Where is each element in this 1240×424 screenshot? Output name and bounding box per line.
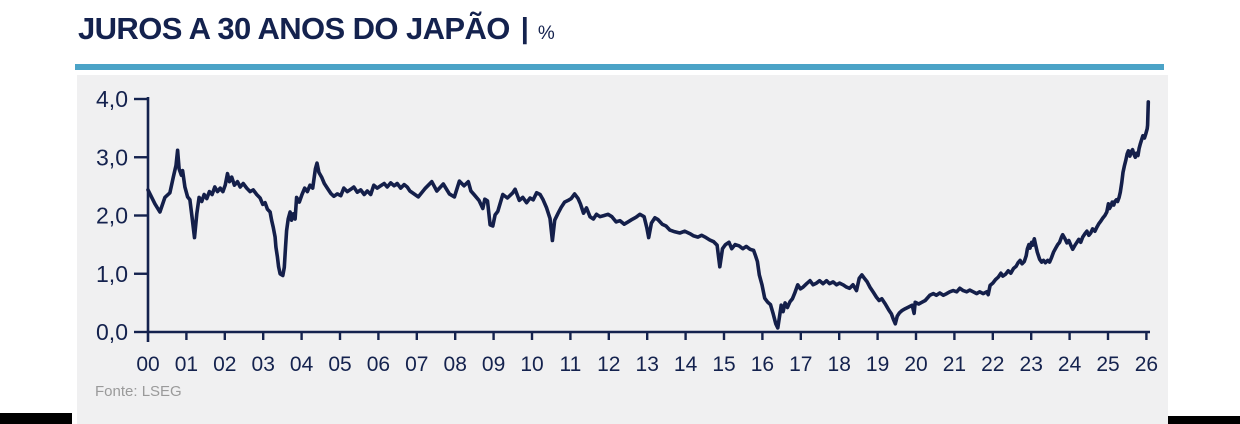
x-tick-label: 15: [712, 353, 735, 376]
x-tick-label: 01: [175, 353, 198, 376]
x-tick-label: 10: [520, 353, 543, 376]
x-tick-label: 17: [789, 353, 812, 376]
x-tick-label: 25: [1096, 353, 1119, 376]
x-tick-label: 08: [444, 353, 467, 376]
x-tick-label: 16: [751, 353, 774, 376]
title-separator: |: [520, 13, 529, 46]
x-tick-label: 14: [674, 353, 698, 376]
y-tick-label: 3,0: [96, 144, 128, 170]
page-title: JUROS A 30 ANOS DO JAPÃO: [78, 11, 510, 46]
x-tick-label: 07: [405, 353, 428, 376]
y-tick-label: 1,0: [96, 261, 128, 287]
x-tick-label: 24: [1058, 353, 1082, 376]
x-tick-label: 19: [866, 353, 889, 376]
x-tick-label: 09: [482, 353, 505, 376]
x-tick-label: 00: [136, 353, 159, 376]
chart-header: JUROS A 30 ANOS DO JAPÃO | %: [78, 10, 555, 49]
x-tick-label: 06: [367, 353, 390, 376]
x-tick-label: 22: [981, 353, 1004, 376]
y-tick-label: 0,0: [96, 319, 128, 345]
x-tick-label: 20: [904, 353, 927, 376]
source-note: Fonte: LSEG: [95, 383, 182, 400]
x-tick-label: 04: [290, 353, 314, 376]
x-tick-label: 21: [943, 353, 966, 376]
y-tick-label: 4,0: [96, 86, 128, 112]
x-tick-label: 23: [1020, 353, 1043, 376]
y-tick-label: 2,0: [96, 203, 128, 229]
x-tick-label: 02: [213, 353, 236, 376]
x-tick-label: 03: [252, 353, 275, 376]
x-tick-label: 13: [636, 353, 659, 376]
x-tick-label: 26: [1135, 353, 1158, 376]
x-tick-label: 11: [559, 353, 581, 376]
x-tick-label: 12: [597, 353, 620, 376]
title-unit-label: %: [537, 22, 555, 44]
x-tick-label: 05: [328, 353, 351, 376]
corner-accent-bottom-left: [0, 413, 72, 424]
teal-divider-rule: [75, 64, 1164, 70]
series-line-japan-30y-yield: [146, 100, 1151, 330]
chart-panel: [77, 75, 1168, 424]
corner-accent-bottom-right: [1168, 416, 1240, 424]
x-tick-label: 18: [828, 353, 851, 376]
